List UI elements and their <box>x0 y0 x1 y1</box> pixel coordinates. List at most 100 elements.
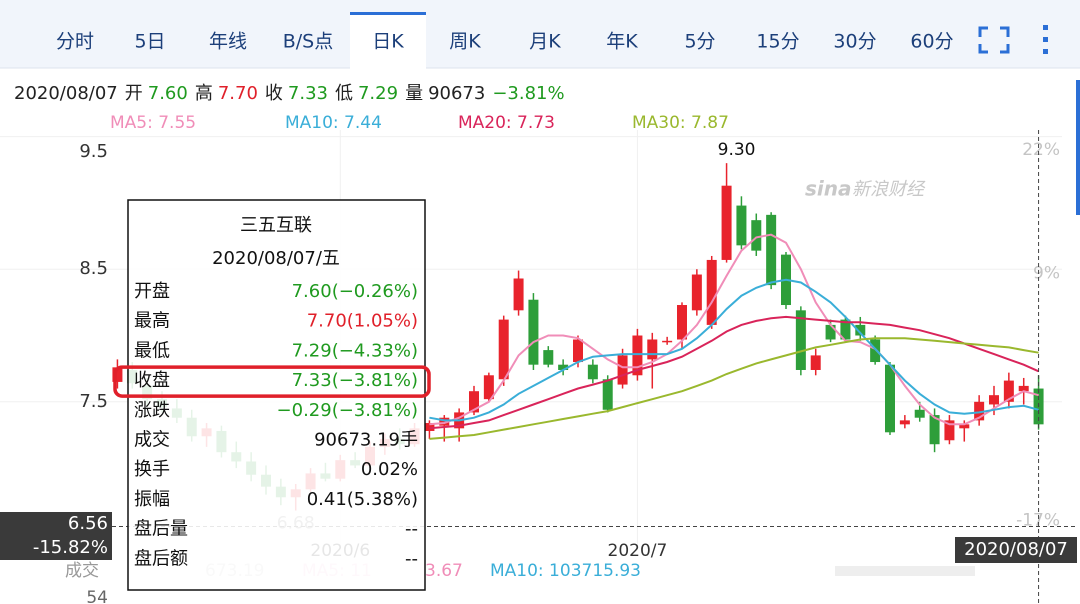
quote-line: 2020/08/07 开 7.60 高 7.70 收 7.33 低 7.29 量 90673 −3.8… <box>14 83 565 104</box>
candle-body <box>513 278 524 311</box>
crosshair-date-box <box>955 537 1077 563</box>
candle-body <box>944 420 955 441</box>
crosshair-price-box <box>0 512 112 560</box>
candle-body <box>706 259 717 325</box>
candle-body <box>662 340 673 343</box>
candle-body <box>617 355 628 385</box>
tooltip-row-value: 90673.19手 <box>314 430 418 451</box>
tab[interactable]: 周K <box>449 31 481 53</box>
quote-change: −3.81% <box>492 83 564 104</box>
ma-line <box>429 278 1039 422</box>
candle-body <box>632 335 643 376</box>
tooltip-row-value: -- <box>405 519 418 540</box>
tooltip-row-value: −0.29(−3.81%) <box>277 400 418 421</box>
tab[interactable]: 60分 <box>910 31 953 53</box>
quote-label: 高 <box>195 83 213 104</box>
candle-body <box>1018 385 1029 392</box>
quote-value: 7.29 <box>358 83 398 104</box>
quote-value: 7.60 <box>148 83 188 104</box>
candle-body <box>974 401 985 421</box>
tooltip-row-label: 振幅 <box>134 489 170 510</box>
tooltip-name: 三五互联 <box>240 215 312 236</box>
candle-body <box>558 364 569 370</box>
tooltip-row-value: 7.60(−0.26%) <box>292 281 418 302</box>
fullscreen-icon[interactable] <box>978 26 1010 54</box>
tooltip-date: 2020/08/07/五 <box>212 248 340 269</box>
tab[interactable]: 年线 <box>209 31 247 53</box>
y-tick-label: 9.5 <box>79 141 108 162</box>
x-tick-label: 2020/7 <box>608 541 668 561</box>
volume-label: 成交 <box>65 561 99 581</box>
candle-body <box>736 205 747 246</box>
quote-date: 2020/08/07 <box>14 83 118 104</box>
tab-bar <box>0 0 1080 68</box>
tab[interactable]: B/S点 <box>283 31 334 53</box>
tooltip-row-value: 7.70(1.05%) <box>307 311 418 332</box>
candle-body <box>855 324 866 336</box>
tooltip-row-label: 最低 <box>134 340 170 361</box>
tooltip-row-label: 盘后额 <box>134 548 188 569</box>
legend-entry: MA30: 7.87 <box>632 113 729 133</box>
more-icon[interactable] <box>1043 25 1048 54</box>
y2-tick-label: -17% <box>1016 510 1060 530</box>
legend-entry: MA5: 7.55 <box>110 113 196 133</box>
candle-body <box>885 364 895 433</box>
tooltip-row-value: 7.29(−4.33%) <box>292 340 418 361</box>
tab[interactable]: 分时 <box>56 31 94 53</box>
tab[interactable]: 年K <box>606 31 638 53</box>
candle-body <box>751 220 762 251</box>
tab[interactable]: 5分 <box>684 31 715 53</box>
tab[interactable]: 月K <box>529 31 561 53</box>
candle-body <box>825 324 836 340</box>
tab[interactable]: 日K <box>372 31 404 53</box>
candle-body <box>929 415 940 445</box>
scroll-indicator <box>1076 80 1080 215</box>
quote-label: 量 <box>405 83 423 104</box>
candle-body <box>424 423 435 431</box>
candle-body <box>899 420 910 425</box>
candle-body <box>573 339 583 363</box>
candle-body <box>691 274 702 311</box>
tooltip-row-label: 收盘 <box>134 370 170 391</box>
volume-info: 3.67 <box>425 561 463 581</box>
high-marker: 9.30 <box>718 140 756 160</box>
candle-body <box>989 395 999 405</box>
legend-entry: MA10: 7.44 <box>285 113 382 133</box>
crosshair-percent: -15.82% <box>33 537 108 558</box>
quote-label: 低 <box>335 83 353 104</box>
candle-body <box>543 350 554 365</box>
watermark-logo: sina <box>805 177 852 201</box>
volume-dots <box>835 566 975 576</box>
tooltip-row-value: -- <box>405 548 418 569</box>
tooltip-row-value: 7.33(−3.81%) <box>292 370 418 391</box>
quote-value: 7.33 <box>288 83 328 104</box>
tooltip-row-value: 0.02% <box>361 459 418 480</box>
volume-axis-label: 54 <box>86 588 108 604</box>
candle-body <box>959 424 970 429</box>
tooltip-row-label: 成交 <box>134 430 170 451</box>
tab[interactable]: 5日 <box>134 31 165 53</box>
y-tick-label: 8.5 <box>79 258 108 279</box>
active-tab <box>350 12 426 69</box>
candle-body <box>677 305 687 340</box>
tab[interactable]: 15分 <box>756 31 799 53</box>
active-tab-marker <box>350 12 426 15</box>
crosshair-date: 2020/08/07 <box>964 539 1068 560</box>
candle-body <box>721 185 732 260</box>
watermark-text: 新浪财经 <box>852 179 926 200</box>
candle-body <box>439 417 450 426</box>
candle-body <box>498 319 509 380</box>
quote-value: 7.70 <box>218 83 258 104</box>
candle-body <box>840 319 851 340</box>
tooltip-row-label: 开盘 <box>134 281 170 302</box>
tooltip-row-label: 换手 <box>134 459 170 480</box>
candle-body <box>870 339 881 363</box>
candle-body <box>469 391 479 413</box>
tooltip-row-value: 0.41(5.38%) <box>307 489 418 510</box>
candle-body <box>602 379 613 410</box>
tab[interactable]: 30分 <box>833 31 876 53</box>
candle-body <box>112 367 123 382</box>
quote-label: 收 <box>265 83 283 104</box>
